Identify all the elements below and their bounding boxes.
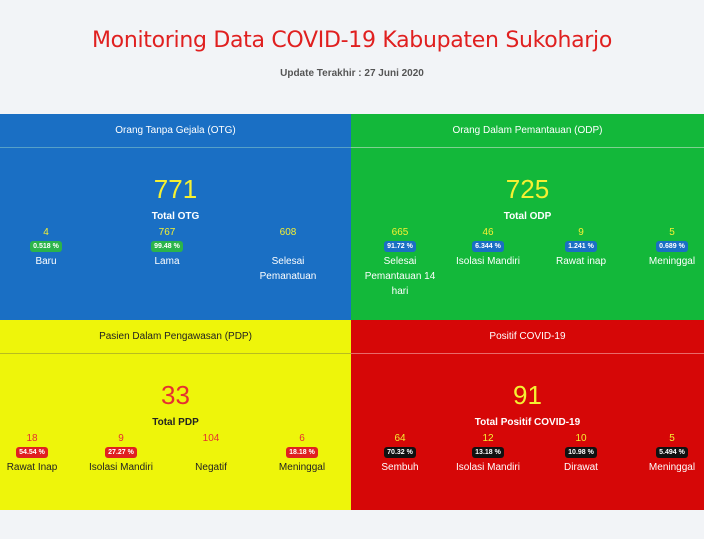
stat-value: 12 [482, 433, 494, 444]
stat-label: Meninggal [648, 256, 696, 267]
stat-label: Isolasi Mandiri [89, 462, 153, 473]
otg-total-value: 771 [153, 174, 198, 204]
pdp-heading: Pasien Dalam Pengawasan (PDP) [0, 320, 351, 354]
odp-stat-isolasi: 46 6.344 % Isolasi Mandiri [447, 226, 529, 269]
stat-value: 767 [158, 227, 176, 238]
odp-panel: Orang Dalam Pemantauan (ODP) 725 Total O… [351, 114, 704, 320]
pdp-stat-meninggal: 6 18.18 % Meninggal [258, 432, 346, 475]
stat-value: 10 [575, 433, 587, 444]
pdp-total-label: Total PDP [152, 417, 199, 428]
stat-value: 9 [578, 227, 584, 238]
stat-label: Sembuh [381, 462, 419, 473]
stat-value: 6 [299, 433, 305, 444]
stat-value: 9 [118, 433, 124, 444]
otg-heading: Orang Tanpa Gejala (OTG) [0, 114, 351, 148]
stat-percent-badge: 0.689 % [656, 241, 688, 252]
stat-value: 104 [202, 433, 220, 444]
stat-label: Meninggal [278, 462, 326, 473]
pdp-stat-isolasi: 9 27.27 % Isolasi Mandiri [77, 432, 165, 475]
stat-value: 4 [43, 227, 49, 238]
stat-label: Dirawat [564, 462, 598, 473]
stat-label: Meninggal [648, 462, 696, 473]
stat-percent-badge: 10.98 % [565, 447, 597, 458]
stat-label: Baru [35, 256, 57, 267]
pdp-stat-negatif: 104 Negatif [167, 432, 255, 475]
positif-panel: Positif COVID-19 91 Total Positif COVID-… [351, 320, 704, 510]
odp-stat-rawat-inap: 9 1.241 % Rawat inap [540, 226, 622, 269]
otg-total-label: Total OTG [151, 211, 200, 222]
stat-percent-badge: 91.72 % [384, 241, 416, 252]
otg-stat-baru: 4 0.518 % Baru [2, 226, 90, 269]
stat-value: 665 [391, 227, 409, 238]
positif-stat-meninggal: 5 5.494 % Meninggal [631, 432, 704, 475]
stat-value: 18 [26, 433, 38, 444]
otg-stat-selesai: 608 Selesai Pemanatuan [243, 226, 333, 284]
otg-stat-lama: 767 99.48 % Lama [123, 226, 211, 269]
positif-stat-isolasi: 12 13.18 % Isolasi Mandiri [447, 432, 529, 475]
stat-percent-badge: 27.27 % [105, 447, 137, 458]
stat-value: 64 [394, 433, 406, 444]
stat-label: Lama [154, 256, 180, 267]
pdp-panel: Pasien Dalam Pengawasan (PDP) 33 Total P… [0, 320, 351, 510]
odp-total-value: 725 [505, 174, 550, 204]
stat-label: Rawat Inap [6, 462, 58, 473]
page-title: Monitoring Data COVID-19 Kabupaten Sukoh… [92, 28, 612, 53]
stat-value: 608 [279, 227, 297, 238]
stat-percent-badge: 54.54 % [16, 447, 48, 458]
page-header: Monitoring Data COVID-19 Kabupaten Sukoh… [0, 0, 704, 114]
stat-label: Isolasi Mandiri [456, 256, 520, 267]
odp-heading: Orang Dalam Pemantauan (ODP) [351, 114, 704, 148]
page-footer [0, 510, 704, 539]
stat-value: 5 [669, 433, 675, 444]
pdp-total-value: 33 [161, 380, 190, 410]
stat-value: 46 [482, 227, 494, 238]
stat-label: Isolasi Mandiri [456, 462, 520, 473]
stat-percent-badge: 5.494 % [656, 447, 688, 458]
stat-percent-badge: 6.344 % [472, 241, 504, 252]
last-update-text: Update Terakhir : 27 Juni 2020 [280, 68, 424, 79]
stat-percent-badge: 99.48 % [151, 241, 183, 252]
odp-stat-selesai: 665 91.72 % Selesai Pemantauan 14 hari [356, 226, 444, 299]
stat-label: Selesai Pemantauan 14 hari [364, 256, 436, 297]
stat-percent-badge: 70.32 % [384, 447, 416, 458]
stat-percent-badge: 18.18 % [286, 447, 318, 458]
stat-label: Selesai Pemanatuan [259, 256, 317, 282]
stat-value: 5 [669, 227, 675, 238]
positif-stat-sembuh: 64 70.32 % Sembuh [356, 432, 444, 475]
odp-stat-meninggal: 5 0.689 % Meninggal [631, 226, 704, 269]
stat-percent-badge: 1.241 % [565, 241, 597, 252]
stat-label: Negatif [195, 462, 227, 473]
odp-total-label: Total ODP [503, 211, 552, 222]
pdp-stat-rawat-inap: 18 54.54 % Rawat Inap [0, 432, 76, 475]
stat-label: Rawat inap [555, 256, 607, 267]
positif-stat-dirawat: 10 10.98 % Dirawat [540, 432, 622, 475]
stat-percent-badge: 0.518 % [30, 241, 62, 252]
positif-heading: Positif COVID-19 [351, 320, 704, 354]
positif-total-label: Total Positif COVID-19 [474, 417, 581, 428]
stat-percent-badge: 13.18 % [472, 447, 504, 458]
otg-panel: Orang Tanpa Gejala (OTG) 771 Total OTG 4… [0, 114, 351, 320]
positif-total-value: 91 [513, 380, 542, 410]
